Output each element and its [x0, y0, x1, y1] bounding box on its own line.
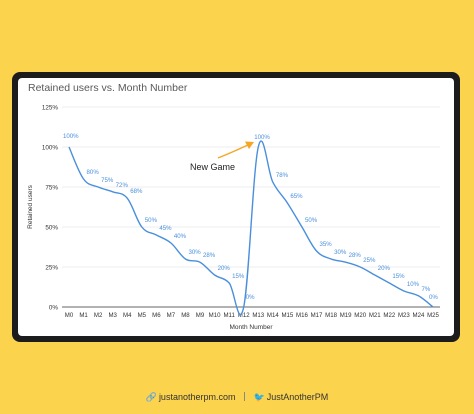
data-label: 10% — [407, 281, 420, 288]
data-label: 100% — [254, 134, 270, 141]
x-tick-label: M18 — [325, 312, 337, 319]
data-label: 80% — [87, 169, 100, 176]
annotation-text: New Game — [190, 162, 235, 172]
data-label: 75% — [101, 177, 114, 184]
data-label: 30% — [334, 249, 347, 256]
data-label: 7% — [421, 286, 430, 293]
chart-title: Retained users vs. Month Number — [28, 82, 188, 94]
y-tick-labels: 0% 25% 50% 75% 100% 125% — [42, 104, 59, 311]
data-label: 20% — [218, 265, 231, 272]
data-label: 35% — [320, 241, 333, 248]
data-label: 15% — [392, 273, 405, 280]
x-tick-label: M13 — [252, 312, 264, 319]
x-tick-label: M20 — [354, 312, 366, 319]
x-tick-label: M9 — [196, 312, 205, 319]
x-tick-label: M17 — [311, 312, 323, 319]
data-label: 0% — [429, 294, 438, 301]
x-tick-label: M2 — [94, 312, 103, 319]
chart-card — [18, 78, 454, 336]
x-tick-label: M16 — [296, 312, 308, 319]
data-labels: 100%80%75%72%68%50%45%40%30% 28%20%15%0%1… — [63, 133, 438, 301]
x-tick-label: M19 — [340, 312, 352, 319]
data-label: 100% — [63, 133, 79, 140]
x-tick-label: M0 — [65, 312, 74, 319]
data-label: 0% — [246, 294, 255, 301]
x-tick-label: M10 — [209, 312, 221, 319]
x-tick-label: M5 — [138, 312, 147, 319]
website-link[interactable]: justanotherpm.com — [158, 392, 236, 402]
x-axis-label: Month Number — [230, 324, 274, 331]
x-tick-label: M24 — [413, 312, 425, 319]
x-tick-labels: M0 M1 M2 M3 M4 M5 M6 M7 M8 M9 M10 M11 M12 M13 M14 M15 M1… — [65, 312, 440, 319]
data-label: 78% — [276, 172, 289, 179]
data-label: 45% — [159, 225, 172, 232]
x-tick-label: M11 — [223, 312, 235, 319]
link-icon: 🔗 — [145, 392, 157, 402]
data-label: 28% — [203, 252, 216, 259]
data-label: 72% — [116, 182, 129, 189]
y-tick-label: 100% — [42, 144, 59, 151]
footer-separator — [244, 392, 245, 401]
x-tick-label: M22 — [383, 312, 395, 319]
twitter-icon: 🐦 — [253, 392, 265, 402]
x-tick-label: M23 — [398, 312, 410, 319]
data-label: 65% — [290, 193, 303, 200]
x-tick-label: M14 — [267, 312, 279, 319]
y-tick-label: 25% — [45, 264, 58, 271]
twitter-handle[interactable]: JustAnotherPM — [266, 392, 329, 402]
data-label: 20% — [378, 265, 391, 272]
x-tick-label: M21 — [369, 312, 381, 319]
x-tick-label: M3 — [108, 312, 117, 319]
x-tick-label: M8 — [181, 312, 190, 319]
data-label: 25% — [363, 257, 376, 264]
x-tick-label: M25 — [427, 312, 439, 319]
y-tick-label: 0% — [49, 304, 59, 311]
data-label: 30% — [188, 249, 201, 256]
series-line — [68, 140, 434, 316]
annotation-arrow — [217, 143, 251, 159]
data-label: 50% — [145, 217, 158, 224]
x-tick-label: M6 — [152, 312, 161, 319]
y-tick-label: 125% — [42, 104, 59, 111]
data-label: 40% — [174, 233, 187, 240]
x-tick-label: M1 — [79, 312, 88, 319]
x-tick-label: M7 — [167, 312, 176, 319]
footer: 🔗 justanotherpm.com 🐦 JustAnotherPM — [0, 392, 474, 403]
data-label: 28% — [349, 252, 362, 259]
data-label: 15% — [232, 273, 245, 280]
line-chart: 0% 25% 50% 75% 100% 125% M0 M1 M2 M3 M4 M5 M6 M7 M8 M9… — [27, 104, 440, 331]
y-tick-label: 75% — [45, 184, 58, 191]
data-label: 50% — [305, 217, 318, 224]
y-axis-label: Retained users — [27, 184, 34, 228]
grid-lines — [62, 106, 440, 308]
x-tick-label: M4 — [123, 312, 132, 319]
annotation-arrowhead — [245, 141, 254, 149]
x-tick-label: M12 — [238, 312, 250, 319]
data-label: 68% — [130, 188, 143, 195]
y-tick-label: 50% — [45, 224, 58, 231]
x-tick-label: M15 — [281, 312, 293, 319]
